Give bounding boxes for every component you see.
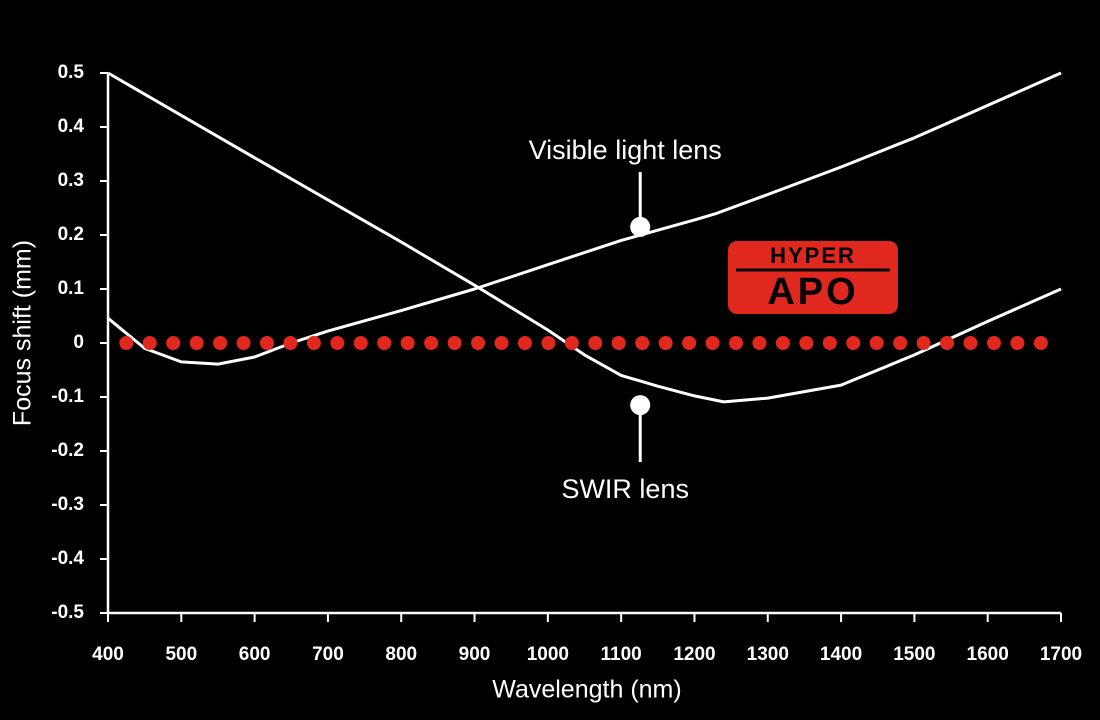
x-tick-label: 1100 <box>601 644 642 665</box>
badge-background <box>728 241 898 314</box>
y-tick-label: -0.1 <box>51 386 84 407</box>
annotation-label: SWIR lens <box>561 474 689 504</box>
x-tick-label: 900 <box>459 644 491 665</box>
y-tick-label: 0 <box>73 332 84 353</box>
x-tick-label: 1200 <box>673 644 715 665</box>
x-tick-label: 1700 <box>1040 644 1082 665</box>
annotation-marker <box>630 216 651 237</box>
y-tick-label: 0.4 <box>58 116 85 137</box>
y-tick-label: -0.4 <box>51 548 84 569</box>
y-tick-label: 0.3 <box>58 170 84 191</box>
x-tick-label: 1600 <box>967 644 1009 665</box>
x-tick-label: 1000 <box>527 644 569 665</box>
x-axis-title: Wavelength (nm) <box>492 676 681 704</box>
x-tick-label: 800 <box>385 644 417 665</box>
y-tick-label: 0.5 <box>58 62 85 83</box>
y-tick-label: 0.2 <box>58 224 84 245</box>
x-tick-label: 1500 <box>893 644 935 665</box>
x-tick-label: 500 <box>165 644 197 665</box>
data-line <box>107 71 1062 404</box>
annotation-marker <box>630 395 651 416</box>
x-tick-label: 400 <box>92 644 124 665</box>
x-tick-label: 1300 <box>747 644 789 665</box>
y-tick-label: -0.5 <box>51 602 84 623</box>
x-tick-label: 1400 <box>820 644 862 665</box>
y-tick-label: -0.2 <box>51 440 84 461</box>
annotation-label: Visible light lens <box>529 135 722 165</box>
x-tick-label: 600 <box>239 644 271 665</box>
x-tick-label: 700 <box>312 644 344 665</box>
y-tick-label: -0.3 <box>51 494 84 515</box>
badge-text: APO <box>767 271 858 313</box>
badge-text: HYPER <box>770 243 856 268</box>
data-line <box>107 71 1062 366</box>
y-axis-title: Focus shift (mm) <box>9 240 37 426</box>
y-tick-label: 0.1 <box>58 278 85 299</box>
hyper-apo-badge: HYPER APO <box>728 241 898 314</box>
